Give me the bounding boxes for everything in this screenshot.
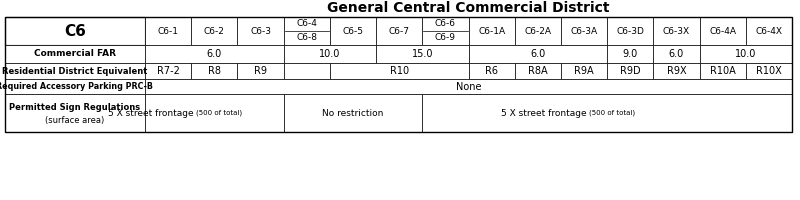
- Text: R8A: R8A: [528, 66, 548, 76]
- Text: R8: R8: [208, 66, 221, 76]
- Text: C6-8: C6-8: [296, 33, 318, 43]
- Bar: [699, 63, 746, 79]
- Bar: [376, 17, 422, 45]
- Text: C6-1: C6-1: [158, 26, 178, 36]
- Text: R10: R10: [390, 66, 409, 76]
- Text: R6: R6: [485, 66, 498, 76]
- Text: 5 X street frontage: 5 X street frontage: [501, 108, 589, 117]
- Bar: [5, 45, 145, 63]
- Text: 15.0: 15.0: [411, 49, 433, 59]
- Bar: [654, 17, 699, 45]
- Bar: [5, 63, 145, 79]
- Text: R10A: R10A: [710, 66, 735, 76]
- Text: General Central Commercial District: General Central Commercial District: [327, 1, 610, 15]
- Bar: [5, 79, 145, 94]
- Text: 10.0: 10.0: [319, 49, 341, 59]
- Bar: [376, 45, 469, 63]
- Bar: [699, 17, 746, 45]
- Text: C6-5: C6-5: [342, 26, 363, 36]
- Text: C6-1A: C6-1A: [478, 26, 505, 36]
- Bar: [5, 17, 145, 45]
- Bar: [654, 63, 699, 79]
- Bar: [469, 45, 607, 63]
- Text: C6-9: C6-9: [435, 33, 456, 43]
- Text: C6-2: C6-2: [204, 26, 225, 36]
- Bar: [5, 17, 792, 132]
- Text: C6-6: C6-6: [435, 20, 456, 28]
- Bar: [284, 63, 330, 79]
- Bar: [191, 63, 238, 79]
- Bar: [422, 17, 469, 45]
- Bar: [145, 45, 284, 63]
- Bar: [469, 63, 514, 79]
- Text: C6-4X: C6-4X: [755, 26, 782, 36]
- Text: R9X: R9X: [666, 66, 686, 76]
- Bar: [330, 17, 376, 45]
- Bar: [607, 17, 654, 45]
- Bar: [514, 63, 561, 79]
- Text: R9: R9: [254, 66, 267, 76]
- Text: 6.0: 6.0: [206, 49, 222, 59]
- Text: None: None: [456, 82, 482, 92]
- Bar: [746, 17, 792, 45]
- Text: C6-3A: C6-3A: [570, 26, 598, 36]
- Bar: [422, 94, 792, 132]
- Text: (surface area): (surface area): [46, 116, 105, 125]
- Bar: [5, 94, 145, 132]
- Text: R7-2: R7-2: [157, 66, 179, 76]
- Bar: [284, 45, 376, 63]
- Text: C6-4: C6-4: [296, 20, 317, 28]
- Bar: [607, 63, 654, 79]
- Text: C6-3: C6-3: [250, 26, 271, 36]
- Bar: [514, 17, 561, 45]
- Bar: [561, 17, 607, 45]
- Bar: [145, 94, 284, 132]
- Bar: [191, 17, 238, 45]
- Bar: [284, 17, 330, 45]
- Text: Permitted Sign Regulations: Permitted Sign Regulations: [10, 103, 141, 112]
- Text: Commercial FAR: Commercial FAR: [34, 49, 116, 58]
- Text: 9.0: 9.0: [622, 49, 638, 59]
- Text: 6.0: 6.0: [530, 49, 546, 59]
- Text: R10X: R10X: [756, 66, 782, 76]
- Text: Residential District Equivalent: Residential District Equivalent: [2, 66, 148, 75]
- Text: (500 of total): (500 of total): [196, 110, 242, 116]
- Bar: [607, 45, 654, 63]
- Text: C6-3D: C6-3D: [616, 26, 644, 36]
- Bar: [654, 45, 699, 63]
- Text: Required Accessory Parking PRC-B: Required Accessory Parking PRC-B: [0, 82, 154, 91]
- Bar: [699, 45, 792, 63]
- Bar: [145, 79, 792, 94]
- Bar: [238, 63, 284, 79]
- Text: R9D: R9D: [620, 66, 641, 76]
- Text: 5 X street frontage: 5 X street frontage: [108, 108, 196, 117]
- Text: R9A: R9A: [574, 66, 594, 76]
- Bar: [746, 63, 792, 79]
- Text: C6-2A: C6-2A: [524, 26, 551, 36]
- Bar: [238, 17, 284, 45]
- Bar: [561, 63, 607, 79]
- Bar: [145, 17, 191, 45]
- Bar: [330, 63, 469, 79]
- Text: C6: C6: [64, 23, 86, 38]
- Text: 10.0: 10.0: [735, 49, 757, 59]
- Bar: [284, 94, 422, 132]
- Text: No restriction: No restriction: [322, 108, 384, 117]
- Bar: [145, 63, 191, 79]
- Text: 6.0: 6.0: [669, 49, 684, 59]
- Text: C6-4A: C6-4A: [709, 26, 736, 36]
- Text: C6-3X: C6-3X: [663, 26, 690, 36]
- Text: C6-7: C6-7: [389, 26, 410, 36]
- Text: (500 of total): (500 of total): [589, 110, 635, 116]
- Bar: [469, 17, 514, 45]
